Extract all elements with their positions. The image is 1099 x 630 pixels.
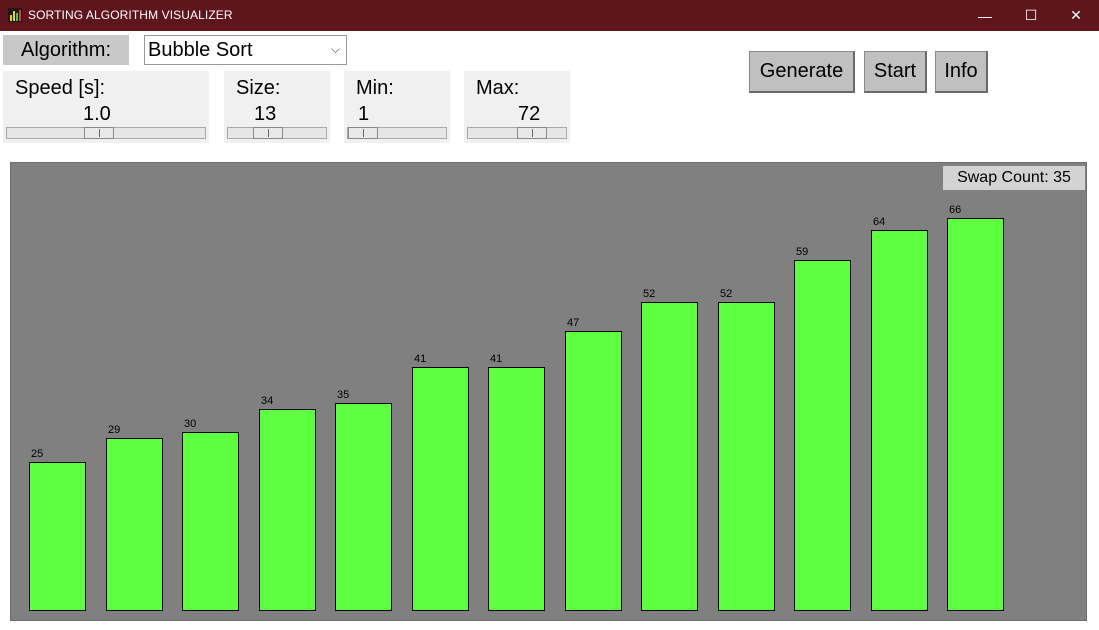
bar — [29, 462, 86, 611]
bar-value-label: 52 — [720, 288, 733, 300]
bar — [718, 302, 775, 611]
max-value: 72 — [518, 103, 541, 125]
minimize-button[interactable]: — — [978, 7, 992, 24]
size-slider[interactable] — [227, 127, 327, 139]
max-slider-thumb[interactable] — [517, 127, 547, 139]
max-panel: Max: 72 — [464, 71, 570, 143]
bar-value-label: 35 — [337, 389, 350, 401]
generate-button[interactable]: Generate — [749, 51, 855, 93]
bar-value-label: 29 — [108, 424, 121, 436]
bar-value-label: 30 — [184, 418, 197, 430]
bar-value-label: 25 — [31, 448, 44, 460]
bar — [412, 367, 469, 611]
bar — [871, 230, 928, 611]
bar — [641, 302, 698, 611]
bar-value-label: 64 — [873, 216, 886, 228]
chevron-down-icon: ⌵ — [330, 42, 340, 56]
speed-panel: Speed [s]: 1.0 — [3, 71, 209, 143]
title-bar[interactable]: SORTING ALGORITHM VISUALIZER — ☐ ✕ — [0, 0, 1099, 31]
bar — [947, 218, 1004, 611]
size-slider-thumb[interactable] — [253, 127, 283, 139]
min-label: Min: — [356, 77, 394, 99]
bar-value-label: 41 — [490, 353, 503, 365]
speed-label: Speed [s]: — [15, 77, 106, 99]
bar-value-label: 52 — [643, 288, 656, 300]
algorithm-selected-value: Bubble Sort — [148, 38, 253, 61]
swap-count: Swap Count: 35 — [943, 166, 1085, 190]
bar-value-label: 34 — [261, 395, 274, 407]
bar-value-label: 66 — [949, 204, 962, 216]
bar-value-label: 41 — [414, 353, 427, 365]
bar — [106, 438, 163, 611]
visualizer-canvas: Swap Count: 35 25 29 30 34 35 41 41 47 52 52 59 64 6… — [10, 162, 1087, 621]
min-value: 1 — [358, 103, 370, 125]
algorithm-label: Algorithm: — [3, 35, 129, 65]
bar — [794, 260, 851, 611]
size-label: Size: — [236, 77, 281, 99]
max-label: Max: — [476, 77, 520, 99]
bar — [335, 403, 392, 611]
min-panel: Min: 1 — [344, 71, 450, 143]
bar — [565, 331, 622, 611]
close-button[interactable]: ✕ — [1070, 7, 1082, 23]
speed-value: 1.0 — [83, 103, 111, 125]
bar — [488, 367, 545, 611]
bar — [182, 432, 239, 611]
window-title: SORTING ALGORITHM VISUALIZER — [28, 8, 233, 22]
speed-slider[interactable] — [6, 127, 206, 139]
size-panel: Size: 13 — [224, 71, 330, 143]
app-bar-chart-icon — [8, 8, 22, 22]
speed-slider-thumb[interactable] — [84, 127, 114, 139]
min-slider[interactable] — [347, 127, 447, 139]
info-button[interactable]: Info — [935, 51, 988, 93]
bar — [259, 409, 316, 611]
min-slider-thumb[interactable] — [348, 127, 378, 139]
maximize-button[interactable]: ☐ — [1024, 7, 1038, 23]
algorithm-select[interactable]: Bubble Sort ⌵ — [144, 35, 347, 65]
start-button[interactable]: Start — [864, 51, 927, 93]
bar-value-label: 59 — [796, 246, 809, 258]
size-value: 13 — [254, 103, 277, 125]
max-slider[interactable] — [467, 127, 567, 139]
bar-value-label: 47 — [567, 317, 580, 329]
